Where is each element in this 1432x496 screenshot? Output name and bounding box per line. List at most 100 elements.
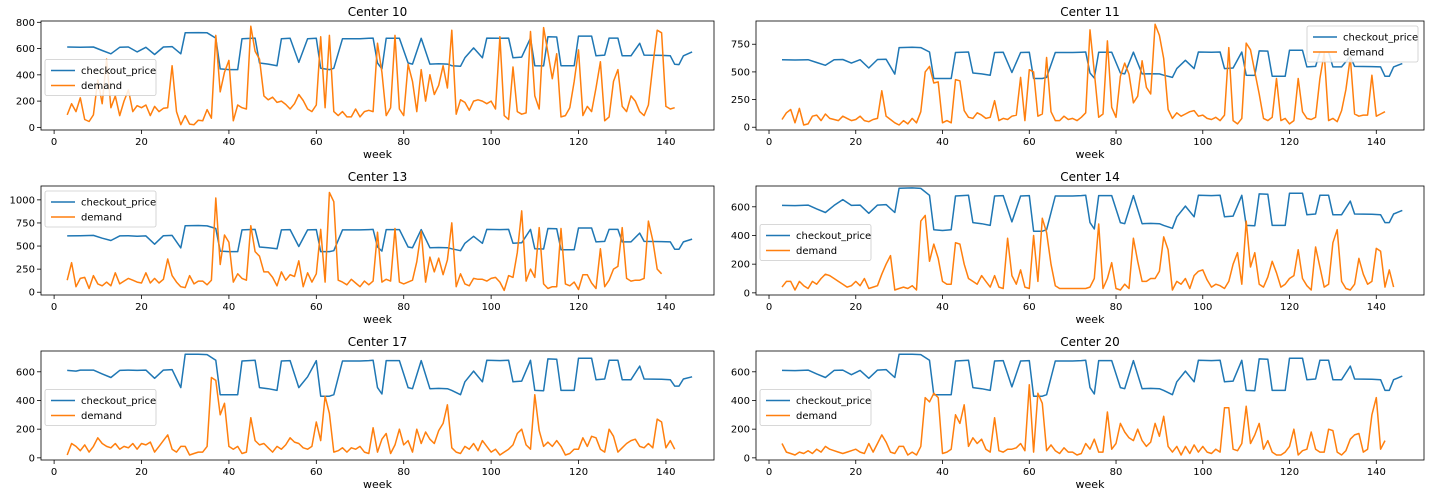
- x-tick-label: 40: [223, 467, 236, 478]
- x-tick-label: 20: [135, 137, 148, 148]
- x-tick-label: 20: [849, 302, 862, 313]
- series-line-demand: [66, 25, 675, 126]
- series-line-demand: [781, 214, 1395, 291]
- x-tick-label: 100: [482, 302, 501, 313]
- x-tick-label: 20: [135, 467, 148, 478]
- x-tick-label: 140: [1367, 467, 1386, 478]
- x-tick-label: 60: [1023, 467, 1036, 478]
- axes-frame: [755, 20, 1425, 131]
- legend-box: [44, 190, 157, 228]
- series-line-demand: [781, 23, 1386, 126]
- x-axis-label: week: [363, 148, 393, 161]
- x-tick-label: 0: [51, 467, 57, 478]
- y-tick-label: 600: [16, 44, 35, 55]
- y-tick-label: 0: [744, 123, 750, 134]
- x-tick-label: 0: [766, 302, 772, 313]
- legend-label: checkout_price: [1343, 33, 1418, 44]
- x-tick-label: 20: [135, 302, 148, 313]
- x-tick-label: 120: [1280, 137, 1299, 148]
- y-tick-label: 0: [744, 288, 750, 299]
- series-line-checkout_price: [67, 224, 693, 253]
- x-tick-label: 60: [310, 302, 323, 313]
- subplot-1: Center 11 0 20 40 60 80 100 120 140 0 250 500 750 wee…: [731, 5, 1425, 161]
- legend-label: demand: [81, 81, 122, 92]
- x-tick-label: 40: [936, 302, 949, 313]
- axes-frame: [40, 185, 715, 296]
- x-tick-label: 140: [1367, 137, 1386, 148]
- legend-label: checkout_price: [796, 231, 871, 242]
- x-axis-label: week: [363, 313, 393, 326]
- y-tick-label: 400: [16, 70, 35, 81]
- y-tick-label: 750: [16, 218, 35, 229]
- x-tick-label: 120: [569, 302, 588, 313]
- x-tick-label: 0: [766, 137, 772, 148]
- x-axis-label: week: [363, 478, 393, 491]
- x-tick-label: 40: [936, 467, 949, 478]
- x-tick-label: 80: [1110, 302, 1123, 313]
- x-tick-label: 120: [1280, 467, 1299, 478]
- legend-box: [44, 389, 157, 426]
- x-tick-label: 100: [482, 137, 501, 148]
- legend-box: [1306, 25, 1419, 63]
- subplot-5: Center 20 0 20 40 60 80 100 120 140 0 200 400 600 wee…: [731, 335, 1425, 491]
- legend-label: demand: [796, 246, 837, 257]
- y-tick-label: 500: [731, 67, 750, 78]
- axes-frame: [40, 20, 715, 131]
- subplot-title: Center 13: [348, 170, 407, 184]
- legend-label: checkout_price: [81, 66, 156, 77]
- subplot-0: Center 10 0 20 40 60 80 100 120 140 0 200 400 600 800…: [16, 5, 715, 161]
- y-tick-label: 0: [29, 288, 35, 299]
- y-tick-label: 200: [16, 97, 35, 108]
- y-tick-label: 200: [731, 425, 750, 436]
- legend-label: demand: [81, 213, 122, 224]
- x-tick-label: 140: [656, 467, 675, 478]
- x-tick-label: 80: [1110, 137, 1123, 148]
- subplot-title: Center 17: [348, 335, 407, 349]
- legend-label: checkout_price: [81, 396, 156, 407]
- legend-box: [44, 59, 157, 96]
- y-tick-label: 1000: [10, 195, 35, 206]
- x-tick-label: 140: [656, 137, 675, 148]
- x-tick-label: 40: [223, 137, 236, 148]
- series-line-demand: [66, 191, 663, 292]
- y-tick-label: 600: [731, 367, 750, 378]
- y-tick-label: 400: [731, 231, 750, 242]
- legend-box: [759, 224, 872, 261]
- x-tick-label: 140: [1367, 302, 1386, 313]
- x-tick-label: 100: [1193, 302, 1212, 313]
- series-line-checkout_price: [781, 353, 1403, 397]
- legend-label: checkout_price: [81, 198, 156, 209]
- series-line-checkout_price: [67, 353, 693, 397]
- y-tick-label: 600: [731, 202, 750, 213]
- y-tick-label: 200: [16, 425, 35, 436]
- series-line-checkout_price: [781, 46, 1403, 80]
- x-axis-label: week: [1076, 478, 1106, 491]
- x-tick-label: 100: [1193, 137, 1212, 148]
- x-tick-label: 100: [1193, 467, 1212, 478]
- legend-label: demand: [1343, 48, 1384, 59]
- subplot-title: Center 10: [348, 5, 407, 19]
- x-tick-label: 80: [1110, 467, 1123, 478]
- x-tick-label: 20: [849, 467, 862, 478]
- y-tick-label: 250: [16, 265, 35, 276]
- subplot-4: Center 17 0 20 40 60 80 100 120 140 0 200 400 600 wee…: [16, 335, 715, 491]
- series-line-demand: [66, 376, 676, 456]
- x-tick-label: 0: [51, 137, 57, 148]
- subplot-3: Center 14 0 20 40 60 80 100 120 140 0 200 400 600 wee…: [731, 170, 1425, 326]
- x-tick-label: 100: [482, 467, 501, 478]
- subplot-title: Center 11: [1060, 5, 1119, 19]
- x-axis-label: week: [1076, 313, 1106, 326]
- x-tick-label: 80: [397, 137, 410, 148]
- series-line-demand: [781, 383, 1386, 456]
- axes-frame: [755, 185, 1425, 296]
- series-line-checkout_price: [67, 31, 693, 71]
- subplot-2: Center 13 0 20 40 60 80 100 120 140 0 250 500 750 100…: [10, 170, 715, 326]
- x-tick-label: 120: [569, 467, 588, 478]
- x-tick-label: 80: [397, 302, 410, 313]
- x-tick-label: 60: [310, 467, 323, 478]
